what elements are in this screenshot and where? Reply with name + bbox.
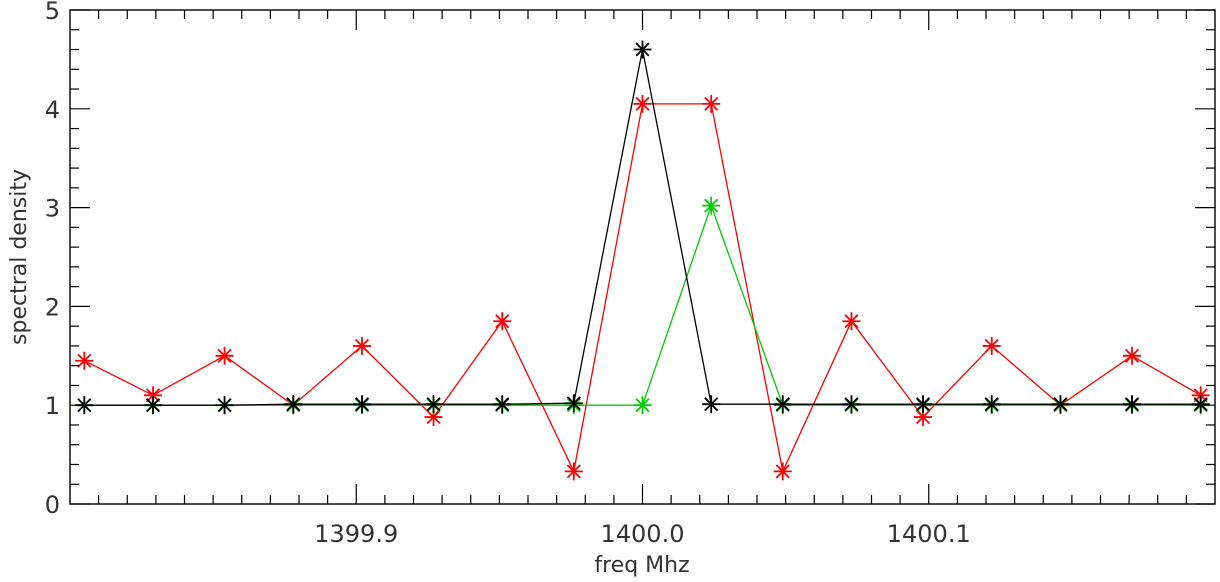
series-0-point (634, 95, 652, 113)
y-tick-label: 5 (45, 0, 60, 25)
series-2-point (144, 396, 162, 414)
series-2-point (493, 395, 511, 413)
series-0-point (493, 312, 511, 330)
x-tick-label: 1400.0 (601, 520, 685, 548)
series-0-point (774, 462, 792, 480)
series-2-point (425, 395, 443, 413)
plot-frame (70, 10, 1215, 504)
series-1-point (702, 197, 720, 215)
y-axis-title: spectral density (7, 169, 32, 345)
x-tick-label: 1400.1 (887, 520, 971, 548)
x-tick-label: 1399.9 (314, 520, 398, 548)
series-0-point (565, 462, 583, 480)
series-2-point (1192, 395, 1210, 413)
series-0-point (75, 352, 93, 370)
series-0-point (216, 347, 234, 365)
y-tick-label: 4 (45, 96, 60, 124)
series-2-point (774, 395, 792, 413)
series-2-point (284, 395, 302, 413)
series-2-point (634, 41, 652, 59)
series-2-point (914, 395, 932, 413)
y-tick-label: 1 (45, 392, 60, 420)
series-0-point (842, 312, 860, 330)
series-2-point (1051, 395, 1069, 413)
series-2-point (353, 395, 371, 413)
series-0-point (983, 337, 1001, 355)
series-0-point (1123, 347, 1141, 365)
series-2-point (565, 394, 583, 412)
series-0-point (702, 95, 720, 113)
series-2-point (983, 395, 1001, 413)
axis-layer: 0 1 2 3 4 5 1399.9 1400.0 1400.1 (45, 0, 1215, 548)
series-0-line (84, 104, 1200, 472)
y-tick-label: 0 (45, 491, 60, 519)
x-axis-title: freq Mhz (594, 553, 689, 578)
y-tick-label: 3 (45, 195, 60, 223)
series-layer (75, 41, 1209, 481)
series-2-point (216, 396, 234, 414)
series-0-point (353, 337, 371, 355)
series-1-point (634, 396, 652, 414)
series-2-point (842, 395, 860, 413)
y-tick-label: 2 (45, 293, 60, 321)
series-2-point (1123, 395, 1141, 413)
series-2-point (702, 395, 720, 413)
